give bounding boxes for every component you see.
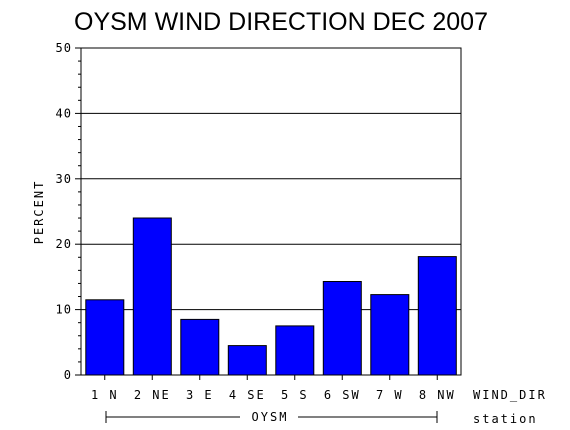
y-axis-ticks: 0 10 20 30 40 50 <box>56 41 81 382</box>
bar <box>322 281 362 376</box>
x-tick-label: 3 E <box>186 388 214 402</box>
y-tick-label: 40 <box>56 106 72 120</box>
bar <box>417 256 457 376</box>
bar <box>275 325 315 376</box>
y-tick-label: 50 <box>56 41 72 55</box>
bar <box>132 217 172 376</box>
bar <box>227 345 267 376</box>
x-tick-label: 5 S <box>281 388 309 402</box>
group-bracket <box>105 411 438 423</box>
x-tick-label: 4 SE <box>229 388 266 402</box>
bars <box>85 217 457 376</box>
y-tick-label: 20 <box>56 237 72 251</box>
x-tick-label: 2 NE <box>134 388 171 402</box>
x-tick-label: 8 NW <box>419 388 456 402</box>
x-tick-label: 7 W <box>376 388 404 402</box>
y-tick-label: 0 <box>64 368 72 382</box>
y-axis-label: PERCENT <box>32 180 46 245</box>
y-tick-label: 30 <box>56 172 72 186</box>
bar <box>370 294 410 376</box>
bar <box>180 318 220 376</box>
x-tick-label: 6 SW <box>324 388 361 402</box>
y-tick-label: 10 <box>56 303 72 317</box>
group-axis-label: station <box>473 412 538 426</box>
x-axis-label: WIND_DIR <box>473 388 547 402</box>
group-label: OYSM <box>252 410 289 424</box>
plot-frame <box>80 47 462 376</box>
x-tick-label: 1 N <box>91 388 119 402</box>
x-axis-ticks: 1 N 2 NE 3 E 4 SE 5 S 6 SW 7 W 8 NW <box>91 375 456 402</box>
bar <box>85 299 125 376</box>
chart-title: OYSM WIND DIRECTION DEC 2007 <box>74 8 488 36</box>
